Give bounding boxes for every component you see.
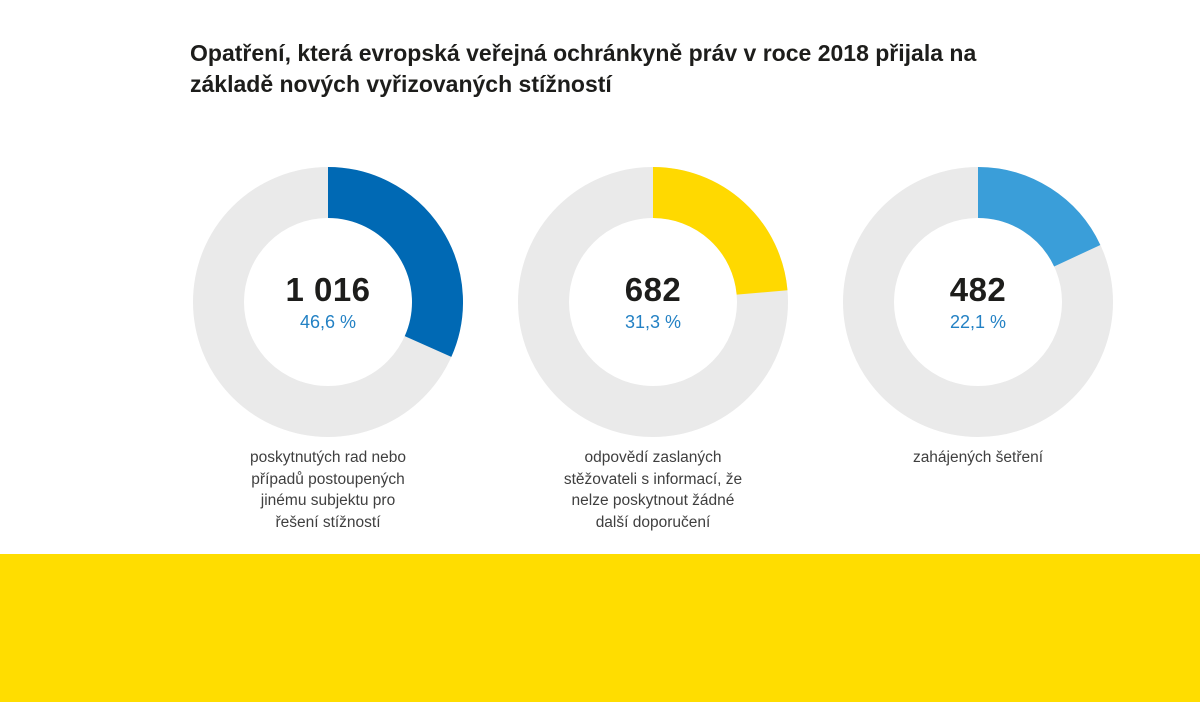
donut-caption: odpovědí zaslaných stěžovateli s informa… [563, 449, 743, 531]
donut-ring-graphic [843, 167, 1113, 437]
donut-chart-inquiries: 482 22,1 % zahájených šetření [843, 167, 1113, 533]
donut-caption: zahájených šetření [912, 449, 1044, 466]
donut-caption: poskytnutých rad nebo případů postoupený… [250, 449, 406, 531]
page-title: Opatření, která evropská veřejná ochránk… [190, 40, 977, 97]
donut-segment [327, 167, 463, 357]
donut-segment [652, 167, 788, 296]
donut-charts-row: 1 016 46,6 % poskytnutých rad nebo přípa… [193, 167, 1113, 533]
donut-wrap: 1 016 46,6 % [193, 167, 463, 437]
donut-chart-replies: 682 31,3 % odpovědí zaslaných stěžovatel… [518, 167, 788, 533]
donut-chart-advice: 1 016 46,6 % poskytnutých rad nebo přípa… [193, 167, 463, 533]
footer-banner: Evropský veřejný ochránce práv www.ombud… [0, 554, 1200, 702]
donut-wrap: 682 31,3 % [518, 167, 788, 437]
donut-segment [977, 167, 1101, 268]
donut-ring-graphic [193, 167, 463, 437]
donut-wrap: 482 22,1 % [843, 167, 1113, 437]
donut-ring-graphic [518, 167, 788, 437]
